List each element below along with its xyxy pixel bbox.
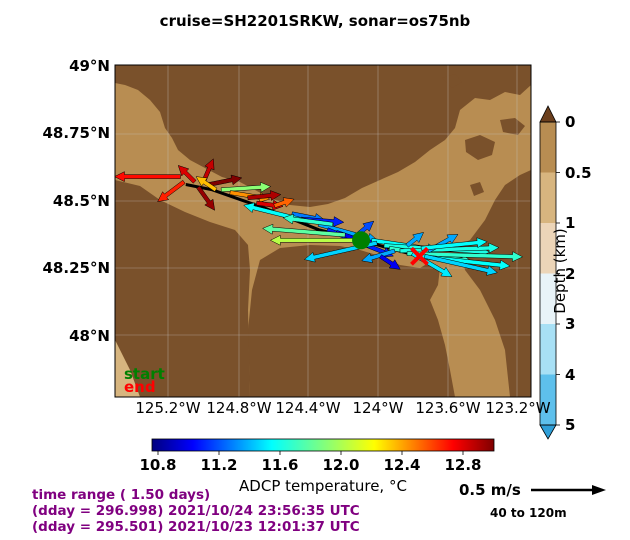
lat-tick-label: 48.5°N — [52, 192, 110, 210]
lon-tick-label: 124.8°W — [206, 399, 272, 417]
depth-colorbar-segment — [540, 172, 556, 223]
temperature-colorbar-ticks — [157, 451, 464, 455]
current-vector — [361, 248, 396, 264]
depth-tick-label: 3 — [565, 315, 576, 333]
graticule — [115, 65, 531, 397]
depth-colorbar-segment — [540, 324, 556, 375]
current-vector — [262, 223, 346, 238]
depth-tick-label: 4 — [565, 366, 576, 384]
temp-tick-label: 11.6 — [261, 456, 299, 474]
deep-water-patch — [115, 340, 140, 397]
current-vector — [115, 171, 181, 183]
depth-colorbar-label: Depth (km) — [551, 228, 569, 314]
time-range-text: time range ( 1.50 days) — [32, 487, 211, 503]
current-vector — [423, 254, 498, 276]
land-islands — [442, 74, 525, 196]
scale-arrow — [531, 485, 606, 495]
depth-range-label: 40 to 120m — [490, 506, 567, 520]
land-mainland-east — [460, 170, 531, 397]
depth-tick-label: 0 — [565, 113, 576, 131]
depth-tick-label: 0.5 — [565, 164, 592, 182]
land-west-coast — [115, 180, 250, 397]
depth-tick-label: 2 — [565, 265, 576, 283]
lon-tick-label: 124.4°W — [275, 399, 341, 417]
start-marker — [352, 231, 371, 250]
current-vector — [405, 232, 425, 248]
current-vector — [177, 165, 197, 184]
start-time-text: (dday = 295.501) 2021/10/23 12:01:37 UTC — [32, 519, 360, 535]
land-vancouver-island — [115, 65, 531, 207]
map-area — [114, 64, 532, 398]
current-vector — [282, 213, 334, 227]
current-vector — [269, 234, 364, 246]
lon-tick-label: 125.2°W — [135, 399, 201, 417]
current-vector — [420, 237, 488, 251]
scale-label: 0.5 m/s — [459, 481, 521, 499]
depth-colorbar-segment — [540, 374, 556, 425]
end-legend-label: end — [124, 378, 156, 396]
lon-tick-label: 124°W — [352, 399, 404, 417]
current-vector — [247, 190, 282, 201]
lat-tick-label: 48.75°N — [42, 124, 111, 142]
temp-colorbar-label: ADCP temperature, °C — [239, 477, 407, 495]
lat-tick-label: 48.25°N — [42, 259, 111, 277]
current-vector — [157, 179, 186, 203]
lon-tick-label: 123.6°W — [415, 399, 481, 417]
end-marker-stroke — [410, 246, 429, 266]
temp-tick-label: 12.8 — [444, 456, 482, 474]
lon-tick-label: 123.2°W — [485, 399, 551, 417]
depth-colorbar — [539, 105, 560, 440]
current-vector — [196, 185, 216, 211]
current-vector — [379, 254, 401, 270]
current-vector — [220, 181, 272, 193]
current-vector — [273, 197, 295, 209]
temp-tick-label: 12.4 — [383, 456, 421, 474]
start-legend-label: start — [124, 365, 165, 383]
end-time-text: (dday = 296.998) 2021/10/24 23:56:35 UTC — [32, 503, 360, 519]
depth-colorbar-segment — [540, 122, 556, 173]
depth-colorbar-segment — [540, 223, 556, 274]
lat-tick-label: 49°N — [69, 57, 110, 75]
temp-tick-label: 11.2 — [200, 456, 238, 474]
current-vectors — [115, 158, 524, 277]
depth-tick-label: 1 — [565, 214, 576, 232]
plot-title: cruise=SH2201SRKW, sonar=os75nb — [159, 12, 471, 30]
end-marker — [410, 246, 429, 266]
map-frame — [114, 64, 532, 398]
land-olympic-peninsula — [248, 245, 455, 397]
temp-tick-label: 10.8 — [139, 456, 177, 474]
depth-colorbar-segment — [540, 273, 556, 324]
depth-colorbar-extend-top — [539, 105, 557, 123]
temperature-colorbar — [151, 438, 495, 452]
depth-tick-label: 5 — [565, 416, 576, 434]
lat-tick-label: 48°N — [69, 327, 110, 345]
temp-tick-label: 12.0 — [322, 456, 360, 474]
current-vector — [195, 176, 218, 192]
depth-colorbar-extend-bottom — [539, 424, 557, 440]
current-vector — [208, 174, 243, 187]
